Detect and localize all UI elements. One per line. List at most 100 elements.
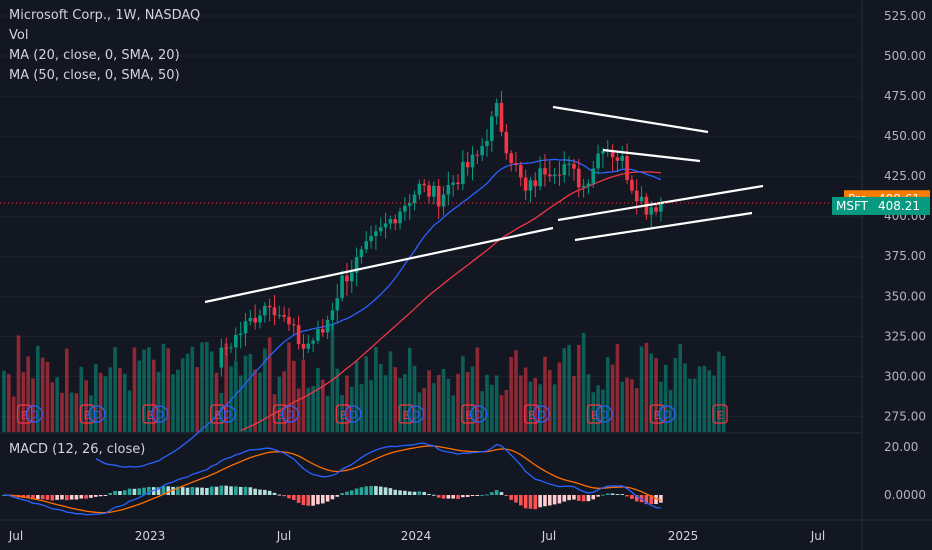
volume-bar [306,387,311,432]
macd-histogram-bar [494,490,499,495]
earnings-marker [523,404,540,424]
volume-bar [562,348,567,432]
candle-body [258,315,262,323]
macd-histogram-bar [461,495,465,498]
candle-body [378,227,383,232]
volume-bar [499,395,504,432]
earnings-label: E [277,409,284,422]
candle-body [581,185,586,188]
macd-histogram-bar [659,495,663,503]
legend-vol[interactable]: Vol [9,28,29,43]
macd-histogram-bar [398,490,402,495]
volume-bar [446,378,451,432]
volume-bar [243,355,248,432]
candle-body [340,275,344,299]
volume-bar [480,391,484,432]
candle-body [272,307,277,316]
macd-histogram-bar [364,486,369,495]
dividend-label: D [223,409,231,422]
macd-histogram-bar [98,495,103,497]
dividend-label: D [600,409,608,422]
macd-histogram-bar [547,495,552,506]
dividend-marker [658,405,676,423]
price-tick-label: 525.00 [884,9,926,23]
volume-bar [2,370,6,432]
volume-bar [26,356,30,432]
volume-bar [668,389,673,432]
macd-histogram-bar [441,495,446,499]
macd-histogram-bar [383,487,388,495]
volume-bar [345,375,349,432]
macd-histogram-bar [596,495,600,497]
macd-histogram-bar [200,487,204,495]
candle-body [441,194,446,207]
macd-histogram-bar [89,495,93,498]
candle-body [383,223,388,228]
legend-macd[interactable]: MACD (12, 26, close) [9,442,146,457]
earnings-label: E [214,409,221,422]
volume-bar [378,364,383,432]
volume-bar [292,360,296,432]
candle-body [576,168,581,188]
time-tick-label: 2024 [401,529,432,543]
candle-body [475,154,480,156]
dividend-label: D [411,409,419,422]
volume-bar [625,377,629,432]
volume-bar [205,342,209,432]
candle-body [446,184,451,195]
volume-bar [180,358,185,432]
dividend-label: D [663,409,671,422]
dividend-label: D [30,409,38,422]
volume-bar [436,374,441,432]
candle-body [316,329,320,341]
candle-body [634,190,639,202]
volume-bar [403,374,407,432]
macd-histogram-bar [625,495,629,497]
earnings-marker [461,404,477,424]
volume-bar [432,383,436,432]
earnings-label: E [654,409,661,422]
candle-body [610,150,615,158]
volume-bars [2,324,726,432]
macd-histogram [2,485,663,510]
macd-tick-label: 20.00 [884,440,918,454]
volume-bar [238,375,243,432]
macd-histogram-bar [234,486,238,495]
earnings-marker [586,404,603,424]
volume-bar [673,358,678,432]
volume-bar [407,347,412,432]
symbol-title[interactable]: Microsoft Corp., 1W, NASDAQ [9,8,201,23]
volume-bar [620,381,625,432]
candle-body [465,161,470,168]
volume-bar [717,351,721,432]
candle-body [296,325,301,345]
macd-histogram-bar [456,495,460,499]
candle-body [615,157,620,161]
legend-ma20[interactable]: MA (20, close, 0, SMA, 20) [9,48,180,63]
price-tick-label: 450.00 [884,129,926,143]
macd-histogram-bar [417,491,422,495]
candle-body [253,317,257,323]
macd-histogram-bar [610,493,615,495]
last-badge-label-bg [832,196,872,215]
macd-histogram-bar [127,488,132,495]
trendline [552,105,709,134]
macd-histogram-bar [214,486,219,495]
volume-bar [359,384,364,432]
dividend-label: D [474,409,482,422]
candle-body [320,329,325,333]
macd-histogram-bar [581,495,586,502]
macd-histogram-bar [205,487,209,495]
candle-body [335,298,340,311]
volume-bar [721,356,726,432]
candle-body [277,315,282,317]
legend-ma50[interactable]: MA (50, close, 0, SMA, 50) [9,68,180,83]
candle-body [485,140,489,146]
earnings-marker [142,404,158,424]
macd-histogram-bar [108,493,113,495]
volume-bar [98,372,103,432]
earnings-marker [649,404,665,424]
macd-histogram-bar [519,495,523,506]
macd-histogram-bar [388,488,393,495]
